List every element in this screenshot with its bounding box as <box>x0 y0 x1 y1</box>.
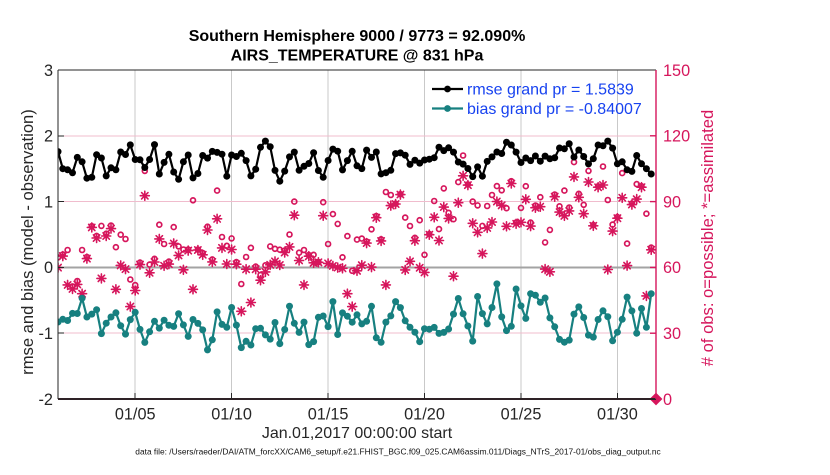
svg-text:01/20: 01/20 <box>404 406 445 424</box>
svg-text:01/10: 01/10 <box>211 406 252 424</box>
svg-text:rmse and bias (model - observa: rmse and bias (model - observation) <box>18 109 37 375</box>
svg-text:60: 60 <box>663 259 681 277</box>
svg-text:0: 0 <box>44 259 53 277</box>
svg-text:01/05: 01/05 <box>115 406 156 424</box>
svg-text:01/25: 01/25 <box>501 406 542 424</box>
svg-text:Southern Hemisphere 9000 / 977: Southern Hemisphere 9000 / 9773 = 92.090… <box>189 28 526 45</box>
svg-text:0: 0 <box>663 391 672 409</box>
svg-text:Jan.01,2017 00:00:00 start: Jan.01,2017 00:00:00 start <box>262 425 453 442</box>
svg-text:bias grand pr = -0.84007: bias grand pr = -0.84007 <box>467 101 642 118</box>
svg-text:data file: /Users/raeder/DAI/A: data file: /Users/raeder/DAI/ATM_forcXX/… <box>135 447 660 457</box>
svg-text:2: 2 <box>44 128 53 146</box>
svg-text:30: 30 <box>663 325 681 343</box>
svg-text:# of obs: o=possible; *=assimi: # of obs: o=possible; *=assimilated <box>698 110 717 366</box>
svg-text:01/15: 01/15 <box>308 406 349 424</box>
svg-text:-1: -1 <box>39 325 53 343</box>
svg-text:01/30: 01/30 <box>597 406 638 424</box>
svg-text:3: 3 <box>44 62 53 80</box>
svg-text:120: 120 <box>663 128 690 146</box>
svg-text:rmse grand pr = 1.5839: rmse grand pr = 1.5839 <box>467 82 634 99</box>
svg-text:1: 1 <box>44 193 53 211</box>
svg-text:-2: -2 <box>39 391 53 409</box>
svg-text:150: 150 <box>663 62 690 80</box>
svg-text:AIRS_TEMPERATURE @ 831 hPa: AIRS_TEMPERATURE @ 831 hPa <box>231 48 484 65</box>
svg-text:90: 90 <box>663 193 681 211</box>
